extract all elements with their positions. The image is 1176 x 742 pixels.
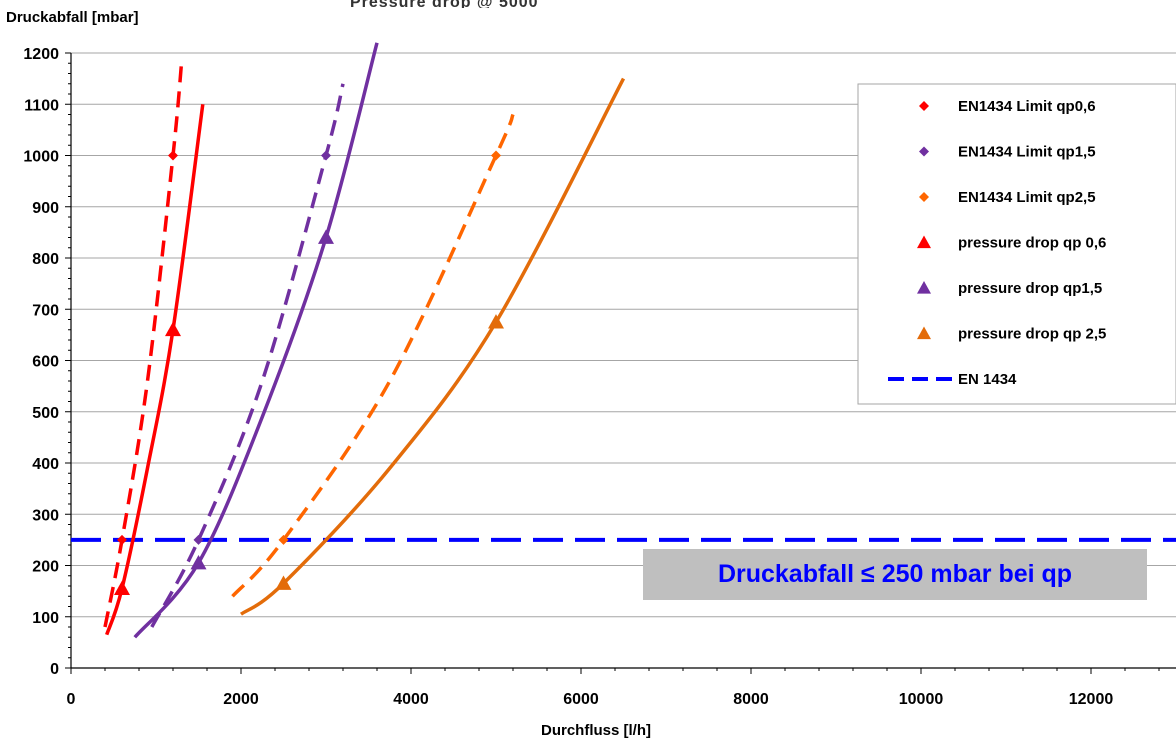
- x-tick-label: 10000: [899, 691, 944, 708]
- legend-box: [857, 83, 1176, 405]
- series-curve: [231, 113, 515, 598]
- y-tick-label: 800: [32, 251, 59, 268]
- y-tick-label: 1200: [23, 46, 59, 63]
- y-tick-label: 1000: [23, 149, 59, 166]
- y-tick-label: 500: [32, 405, 59, 422]
- legend-label: EN1434 Limit qp0,6: [958, 98, 1096, 115]
- plot-area: [71, 42, 1176, 639]
- x-tick-label: 0: [67, 691, 76, 708]
- series-curve: [133, 42, 379, 639]
- y-tick-label: 200: [32, 559, 59, 576]
- y-tick-label: 600: [32, 354, 59, 371]
- x-axis-label: Durchfluss [l/h]: [541, 722, 651, 739]
- x-tick-label: 2000: [223, 691, 259, 708]
- legend-label: pressure drop qp 2,5: [958, 326, 1106, 343]
- y-axis-label: Druckabfall [mbar]: [6, 9, 139, 26]
- y-tick-label: 100: [32, 610, 59, 627]
- data-point-triangle: [190, 554, 207, 570]
- series-curve: [105, 104, 205, 636]
- legend-marker-diamond: [919, 146, 929, 157]
- data-point-triangle: [318, 229, 334, 244]
- legend-label: pressure drop qp1,5: [958, 280, 1102, 297]
- data-point-diamond: [491, 150, 501, 161]
- axes: [65, 52, 1176, 674]
- legend: EN1434 Limit qp0,6 EN1434 Limit qp1,5 EN14…: [857, 83, 1176, 405]
- data-point-diamond: [168, 150, 178, 161]
- y-tick-label: 1100: [24, 97, 59, 114]
- y-tick-label: 0: [50, 661, 59, 678]
- y-tick-label: 700: [32, 302, 59, 319]
- x-tick-label: 8000: [733, 691, 769, 708]
- y-tick-label: 900: [32, 200, 59, 217]
- legend-label: EN 1434: [958, 371, 1017, 388]
- data-point-triangle: [114, 580, 130, 595]
- series-curve: [103, 63, 184, 628]
- data-point-diamond: [193, 534, 204, 545]
- y-tick-label: 400: [32, 456, 59, 473]
- data-point-diamond: [321, 150, 331, 161]
- legend-label: pressure drop qp 0,6: [958, 235, 1106, 252]
- data-point-triangle: [488, 314, 504, 329]
- legend-label: EN1434 Limit qp2,5: [958, 189, 1096, 206]
- threshold-annotation: Druckabfall ≤ 250 mbar bei qp: [643, 549, 1147, 600]
- series-curve: [150, 83, 345, 628]
- legend-marker-triangle: [917, 235, 931, 249]
- data-point-diamond: [278, 534, 289, 545]
- series-curve: [239, 77, 626, 616]
- data-point-triangle: [275, 575, 292, 590]
- chart-title-fragment: Pressure drop @ 5000: [350, 0, 650, 8]
- legend-marker-triangle: [917, 281, 931, 294]
- x-tick-label: 12000: [1069, 691, 1114, 708]
- legend-marker-diamond: [919, 192, 929, 202]
- data-point-diamond: [117, 534, 127, 545]
- data-point-triangle: [165, 321, 181, 337]
- legend-marker-triangle: [917, 326, 931, 340]
- tick-labels: 0 100 200 300 400 500 600 700 800 900 1000 1100 1200…: [23, 46, 1113, 708]
- y-tick-label: 300: [32, 507, 59, 524]
- legend-label: EN1434 Limit qp1,5: [958, 144, 1096, 161]
- x-tick-label: 6000: [563, 691, 599, 708]
- x-tick-label: 4000: [393, 691, 429, 708]
- legend-marker-diamond: [919, 101, 929, 111]
